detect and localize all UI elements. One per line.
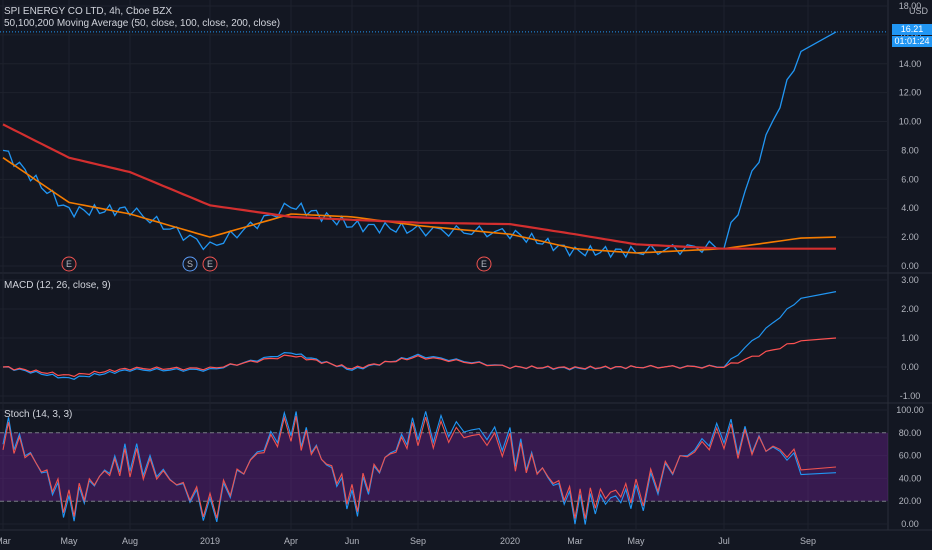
time-axis-label: Sep (800, 536, 816, 546)
time-axis-label: May (60, 536, 78, 546)
price-axis-label: -1.00 (900, 391, 921, 401)
earnings-marker-icon (202, 256, 218, 272)
price-axis-label: 80.00 (899, 428, 922, 438)
earnings-marker-icon (182, 256, 198, 272)
earnings-marker-label: S (187, 259, 193, 269)
price-axis-label: 8.00 (901, 145, 919, 155)
series-line-2-1 (2, 415, 837, 519)
time-axis-label: May (627, 536, 645, 546)
price-axis-label: 14.00 (899, 59, 922, 69)
price-axis-label: 40.00 (899, 473, 922, 483)
series-line-0-2 (2, 123, 836, 250)
price-axis-label: 0.00 (901, 519, 919, 529)
symbol-title: SPI ENERGY CO LTD, 4h, Cboe BZX (4, 6, 173, 17)
price-axis-label: 12.00 (899, 88, 922, 98)
time-axis-label: Aug (122, 536, 138, 546)
time-axis-label: 2020 (500, 536, 520, 546)
time-axis-label: Jun (345, 536, 360, 546)
earnings-marker-label: E (66, 259, 72, 269)
time-axis-label: Mar (0, 536, 11, 546)
time-axis-label: 2019 (200, 536, 220, 546)
price-axis-label: 2.00 (901, 232, 919, 242)
ma-legend: 50,100,200 Moving Average (50, close, 10… (4, 18, 281, 29)
time-axis-label: Sep (410, 536, 426, 546)
price-axis-label: 1.00 (901, 333, 919, 343)
price-axis-label: 18.00 (899, 1, 922, 11)
stoch-legend: Stoch (14, 3, 3) (4, 409, 73, 420)
price-axis-label: 6.00 (901, 174, 919, 184)
price-axis-label: 20.00 (899, 496, 922, 506)
stoch-band (0, 432, 888, 502)
earnings-marker-label: E (207, 259, 213, 269)
series-line-1-1 (2, 337, 837, 378)
price-axis-label: 0.00 (901, 261, 919, 271)
time-axis-label: Mar (567, 536, 583, 546)
price-axis-label: 2.00 (901, 304, 919, 314)
macd-legend: MACD (12, 26, close, 9) (4, 280, 111, 291)
earnings-marker-icon (476, 256, 492, 272)
price-axis-label: 60.00 (899, 451, 922, 461)
earnings-marker-label: E (481, 259, 487, 269)
price-axis-label: 0.00 (901, 362, 919, 372)
earnings-marker-icon (61, 256, 77, 272)
price-axis-label: 100.00 (896, 405, 924, 415)
time-axis-label: Jul (718, 536, 730, 546)
price-axis-label: 4.00 (901, 203, 919, 213)
last-price-tag: 16.21 (892, 24, 932, 35)
price-axis-label: 10.00 (899, 117, 922, 127)
time-axis-label: Apr (284, 536, 298, 546)
currency-label: USD (908, 6, 928, 16)
price-axis-label: 3.00 (901, 275, 919, 285)
countdown-tag: 01:01:24 (892, 36, 932, 47)
